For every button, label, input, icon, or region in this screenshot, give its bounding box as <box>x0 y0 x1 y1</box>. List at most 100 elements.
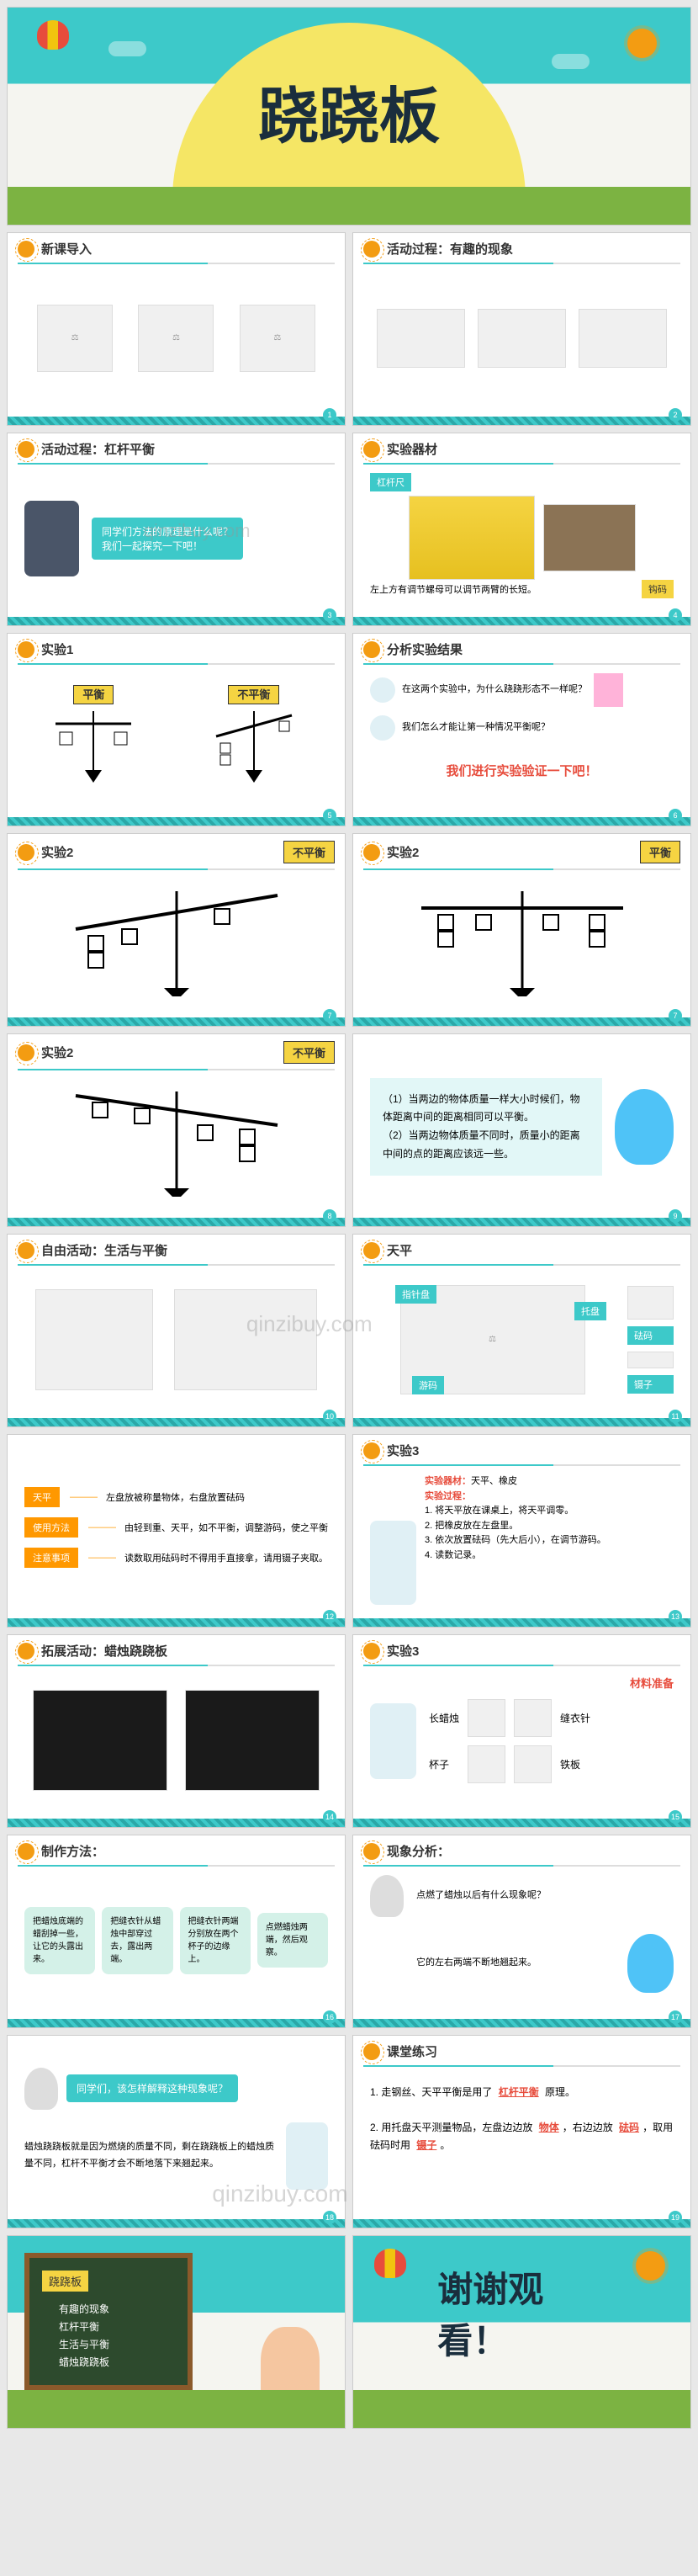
slide: 实验3 实验器材：天平、橡皮 实验过程： 1. 将天平放在课桌上，将天平调零。 … <box>352 1434 691 1628</box>
weights-image <box>627 1286 674 1320</box>
step-box: 把蜡烛底端的蜡刮掉一些，让它的头露出来。 <box>24 1907 95 1974</box>
question-text: 我们怎么才能让第一种情况平衡呢？ <box>402 720 550 736</box>
sun-icon <box>18 1843 34 1860</box>
life-image <box>35 1289 153 1390</box>
ruler-image <box>409 496 535 580</box>
blackboard: 跷跷板 有趣的现象 杠杆平衡 生活与平衡 蜡烛跷跷板 <box>24 2253 193 2390</box>
title-slide: 跷跷板 <box>7 7 691 226</box>
scene-image <box>579 309 667 368</box>
main-title: 跷跷板 <box>258 66 440 155</box>
sun-icon <box>363 1242 380 1259</box>
thanks-text: 谢谢观看！ <box>437 2261 606 2364</box>
explanation-text: 蜡烛跷跷板就是因为燃烧的质量不同，剩在跷跷板上的蜡烛质量不同，杠杆不平衡才会不断… <box>24 2139 278 2173</box>
page-number: 17 <box>669 2010 682 2024</box>
summary-slide: 跷跷板 有趣的现象 杠杆平衡 生活与平衡 蜡烛跷跷板 <box>7 2235 346 2429</box>
lever-diagram <box>50 1079 303 1197</box>
sun-icon <box>363 2043 380 2060</box>
slide-title: 实验2 <box>41 1044 73 1061</box>
conclusion-box: （1）当两边的物体质量一样大小时候们，物体距离中间的距离相同可以平衡。 （2）当… <box>370 1078 602 1176</box>
slide-title: 新课导入 <box>41 240 92 258</box>
slide-title: 实验3 <box>387 1442 419 1459</box>
step-box: 把缝衣针从蜡烛中部穿过去，露出两端。 <box>102 1907 172 1974</box>
sun-icon <box>627 29 657 58</box>
balloon-icon <box>374 2249 406 2287</box>
emphasis-text: 我们进行实验验证一下吧！ <box>370 762 674 779</box>
material-image <box>514 1699 552 1737</box>
page-number: 12 <box>323 1610 336 1623</box>
person-icon <box>24 2068 58 2110</box>
scene-image <box>377 309 465 368</box>
sun-icon <box>18 241 34 258</box>
girl-icon <box>370 1521 416 1605</box>
slide: 实验3 材料准备 长蜡烛 缝衣针 杯子 铁板 <box>352 1634 691 1828</box>
material-label: 铁板 <box>560 1757 590 1771</box>
balance-tag: 平衡 <box>73 685 114 704</box>
info-row: 天平———左盘放被称量物体，右盘放置砝码 <box>24 1487 328 1507</box>
slide: 同学们，该怎样解释这种现象呢？ 蜡烛跷跷板就是因为燃烧的质量不同，剩在跷跷板上的… <box>7 2035 346 2228</box>
page-number: 10 <box>323 1410 336 1423</box>
slide: 实验2 不平衡 8 <box>7 1033 346 1227</box>
slide-title: 实验1 <box>41 640 73 658</box>
page-number: 13 <box>669 1610 682 1623</box>
slide: 拓展活动：蜡烛跷跷板 14 <box>7 1634 346 1828</box>
sun-icon <box>363 641 380 658</box>
sun-icon <box>18 1044 34 1061</box>
board-item: 杠杆平衡 <box>59 2319 175 2334</box>
page-number: 3 <box>323 608 336 622</box>
sun-icon <box>363 844 380 861</box>
part-label: 指针盘 <box>395 1285 436 1304</box>
doraemon-icon <box>627 1934 674 1993</box>
slide: 课堂练习 1. 走钢丝、天平平衡是用了 杠杆平衡 原理。 2. 用托盘天平测量物… <box>352 2035 691 2228</box>
slide: 自由活动：生活与平衡 10 <box>7 1234 346 1427</box>
lever-diagram <box>396 879 648 996</box>
speech-bubble: 同学们，该怎样解释这种现象呢？ <box>66 2074 238 2102</box>
material-image <box>468 1745 505 1783</box>
page-number: 18 <box>323 2211 336 2224</box>
page-number: 9 <box>669 1209 682 1223</box>
avatar-icon <box>370 715 395 741</box>
slide-title: 实验器材 <box>387 440 437 458</box>
board-item: 有趣的现象 <box>59 2302 175 2316</box>
slide: 实验2平衡 7 <box>352 833 691 1027</box>
balance-tag: 不平衡 <box>283 1041 335 1064</box>
sun-icon <box>363 1643 380 1660</box>
person-icon <box>370 1875 404 1917</box>
cloud-icon <box>552 54 590 69</box>
teacher-icon <box>24 501 79 576</box>
sun-icon <box>636 2251 665 2281</box>
slide: 天平———左盘放被称量物体，右盘放置砝码 使用方法———由轻到重、天平，如不平衡… <box>7 1434 346 1628</box>
material-label: 长蜡烛 <box>429 1711 459 1725</box>
step-box: 点燃蜡烛两端，然后观察。 <box>257 1913 328 1968</box>
slide-title: 天平 <box>387 1241 412 1259</box>
exercise-row: 2. 用托盘天平测量物品，左盘边边放 物体，右边边放 砝码，取用砝码时用 镊子。 <box>370 2119 674 2155</box>
caption: 左上方有调节螺母可以调节两臂的长短。 <box>370 583 537 598</box>
lever-diagram <box>39 703 148 787</box>
page-number: 4 <box>669 608 682 622</box>
seesaw-image: ⚖ <box>37 305 113 372</box>
page-number: 5 <box>323 809 336 822</box>
info-row: 注意事项———读数取用砝码时不得用手直接拿，请用镊子夹取。 <box>24 1548 328 1568</box>
balance-tag: 不平衡 <box>228 685 279 704</box>
slide: 制作方法： 把蜡烛底端的蜡刮掉一些，让它的头露出来。 把缝衣针从蜡烛中部穿过去，… <box>7 1835 346 2028</box>
board-title: 跷跷板 <box>42 2271 88 2292</box>
page-number: 8 <box>323 1209 336 1223</box>
sun-icon <box>18 1643 34 1660</box>
slide: 活动过程：杠杆平衡 同学们方法的原理是什么呢？ 我们一起探究一下吧！ 3 <box>7 433 346 626</box>
slide-title: 制作方法： <box>41 1842 104 1860</box>
star-icon <box>594 673 623 707</box>
sun-icon <box>363 441 380 458</box>
slide: （1）当两边的物体质量一样大小时候们，物体距离中间的距离相同可以平衡。 （2）当… <box>352 1033 691 1227</box>
slide: 实验1 平衡 不平衡 5 <box>7 633 346 826</box>
balance-tag: 平衡 <box>640 841 680 863</box>
slide-title: 现象分析： <box>387 1842 450 1860</box>
slide-title: 课堂练习 <box>387 2042 437 2060</box>
slide-title: 实验2 <box>387 843 419 861</box>
slide: 实验2不平衡 7 <box>7 833 346 1027</box>
sun-icon <box>18 1242 34 1259</box>
part-label: 镊子 <box>627 1375 674 1394</box>
girl-icon <box>286 2122 328 2190</box>
equipment-label: 钩码 <box>642 580 674 598</box>
scene-image <box>478 309 566 368</box>
board-item: 蜡烛跷跷板 <box>59 2355 175 2369</box>
page-number: 6 <box>669 809 682 822</box>
